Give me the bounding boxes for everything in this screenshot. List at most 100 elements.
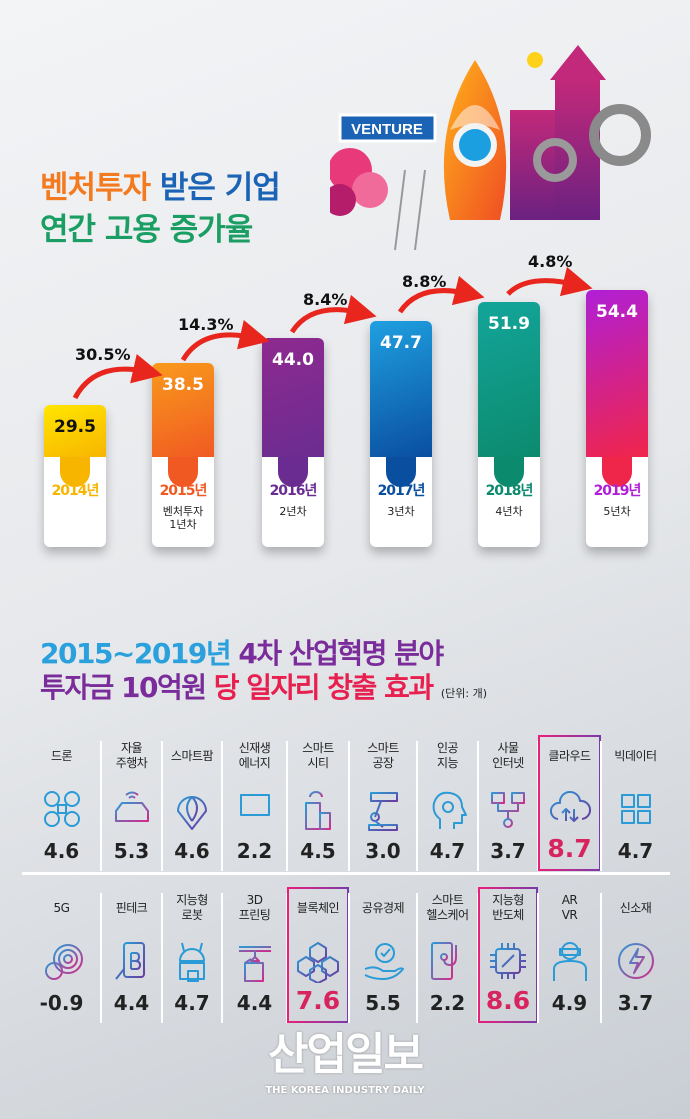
section-title-effect: 당 일자리 창출 효과 bbox=[213, 671, 434, 704]
bar-year: 2019년 bbox=[593, 483, 642, 499]
bar-value: 44.0 bbox=[272, 350, 314, 371]
unit-label: (단위: 개) bbox=[440, 687, 487, 700]
industry-value: 4.7 bbox=[174, 991, 210, 1015]
industry-value: 2.2 bbox=[236, 839, 273, 863]
bar-fill bbox=[586, 290, 648, 457]
industry-label: 스마트 시티 bbox=[302, 741, 334, 770]
bar-notch bbox=[60, 457, 90, 487]
industry-item: 공유경제 5.5 bbox=[349, 887, 417, 1023]
growth-arrows bbox=[72, 266, 593, 400]
industry-item: 3D 프린팅 4.4 bbox=[222, 887, 287, 1023]
watermark-subtitle: THE KOREA INDUSTRY DAILY bbox=[265, 1085, 425, 1096]
column-divider bbox=[416, 893, 418, 1023]
industry-item: 신소재 3.7 bbox=[601, 887, 670, 1023]
industry-item: 핀테크 4.4 bbox=[101, 887, 162, 1023]
bar-sublabel: 2년차 bbox=[279, 504, 307, 518]
3d-printer-icon bbox=[238, 946, 271, 982]
industry-item: 스마트팜 4.6 bbox=[162, 735, 222, 871]
industry-item: 빅데이터 4.7 bbox=[601, 735, 670, 871]
highlight-box bbox=[538, 735, 601, 871]
industry-label: 인공 지능 bbox=[436, 741, 459, 770]
bar-2017년: 47.7 2017년 3년차 bbox=[370, 320, 432, 547]
title-rest: 받은 기업 bbox=[159, 170, 281, 206]
industry-label: AR VR bbox=[561, 893, 578, 922]
industry-value: 4.7 bbox=[617, 839, 654, 863]
industry-value: 5.5 bbox=[365, 991, 401, 1015]
section-title-line1: 2015~2019년 4차 산업혁명 분야 bbox=[40, 637, 444, 670]
bar-2018년: 51.9 2018년 4년차 bbox=[478, 301, 540, 547]
row-divider bbox=[22, 872, 670, 875]
industry-label: 3D 프린팅 bbox=[238, 893, 271, 922]
growth-arrow bbox=[72, 354, 163, 400]
brain-head-icon bbox=[432, 791, 467, 829]
industry-label: 스마트 헬스케어 bbox=[426, 893, 469, 922]
industry-value: 4.4 bbox=[236, 991, 273, 1015]
bar-fill bbox=[478, 301, 540, 457]
hand-check-icon bbox=[364, 943, 404, 980]
growth-arrow bbox=[180, 320, 270, 362]
column-divider bbox=[161, 741, 163, 871]
industry-value: -0.9 bbox=[39, 991, 84, 1015]
city-icon bbox=[302, 791, 334, 830]
network-icon bbox=[491, 792, 525, 828]
bar-sublabel: 벤처투자 1년차 bbox=[162, 504, 204, 531]
bar-year: 2014년 bbox=[51, 483, 100, 499]
section-title-years: 2015~2019년 bbox=[40, 637, 232, 670]
industry-value: 4.4 bbox=[113, 991, 150, 1015]
highlight-box bbox=[287, 887, 349, 1023]
fingerprint-icon bbox=[44, 944, 83, 980]
section-title-field: 4차 산업혁명 분야 bbox=[238, 637, 444, 670]
industry-item: 인공 지능 4.7 bbox=[417, 735, 478, 871]
column-divider bbox=[286, 741, 288, 871]
growth-label: 14.3% bbox=[178, 315, 234, 334]
robot-arm-icon bbox=[368, 792, 398, 831]
industry-label: 스마트팜 bbox=[170, 749, 214, 763]
industry-value: 4.7 bbox=[429, 839, 466, 863]
industry-label: 5G bbox=[53, 901, 70, 915]
vr-person-icon bbox=[552, 942, 587, 981]
bar-value: 51.9 bbox=[488, 313, 530, 334]
bar-notch bbox=[602, 457, 632, 487]
column-divider bbox=[416, 741, 418, 871]
bar-fill bbox=[44, 405, 106, 457]
industry-label: 신소재 bbox=[619, 901, 652, 915]
industry-label: 핀테크 bbox=[115, 901, 148, 915]
industry-item: 스마트 헬스케어 2.2 bbox=[417, 887, 478, 1023]
industry-item: 5G -0.9 bbox=[22, 887, 101, 1023]
bar-2016년: 44.0 2016년 2년차 bbox=[262, 338, 324, 547]
drone-icon bbox=[43, 791, 80, 827]
bar-sublabel: 4년차 bbox=[495, 504, 523, 518]
column-divider bbox=[161, 893, 163, 1023]
rocket-illustration: VENTURE bbox=[324, 40, 670, 260]
bar-value: 54.4 bbox=[596, 302, 638, 322]
main-title-line1: 벤처투자 받은 기업 bbox=[40, 170, 281, 206]
industry-label: 공유경제 bbox=[361, 901, 405, 915]
growth-label: 8.4% bbox=[303, 290, 348, 309]
industry-value: 3.7 bbox=[490, 839, 526, 863]
bar-year: 2015년 bbox=[159, 482, 208, 499]
industry-label: 지능형 로봇 bbox=[176, 893, 208, 922]
column-divider bbox=[537, 893, 539, 1023]
bar-sublabel: 3년차 bbox=[387, 504, 415, 518]
growth-arrow bbox=[506, 266, 593, 297]
industry-label: 드론 bbox=[50, 749, 73, 763]
industry-value: 3.0 bbox=[365, 839, 401, 863]
industry-value: 4.6 bbox=[43, 839, 80, 863]
phone-bitcoin-icon bbox=[114, 942, 145, 980]
bar-fill bbox=[370, 320, 432, 457]
column-divider bbox=[348, 741, 350, 871]
industry-label: 빅데이터 bbox=[614, 749, 657, 763]
venture-sign: VENTURE bbox=[351, 121, 423, 138]
lightning-icon bbox=[617, 943, 654, 979]
column-divider bbox=[600, 893, 602, 1023]
column-divider bbox=[477, 741, 479, 871]
bar-value: 38.5 bbox=[162, 375, 204, 396]
bar-value: 47.7 bbox=[380, 332, 422, 353]
column-divider bbox=[100, 741, 102, 871]
column-divider bbox=[600, 741, 602, 871]
bar-year: 2018년 bbox=[485, 482, 534, 499]
industry-value: 2.2 bbox=[429, 991, 466, 1015]
industry-label: 사물 인터넷 bbox=[492, 741, 524, 770]
main-title-line2: 연간 고용 증가율 bbox=[40, 212, 253, 248]
industry-item: 사물 인터넷 3.7 bbox=[478, 735, 538, 871]
